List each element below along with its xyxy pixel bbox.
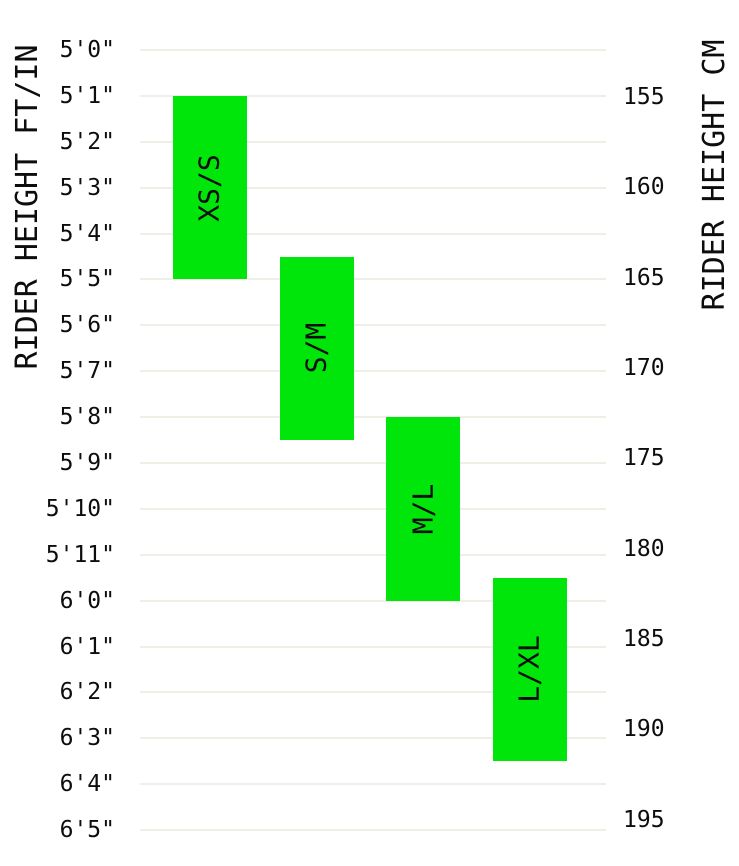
left-tick-label: 6'2" — [59, 679, 115, 706]
right-tick-label: 175 — [623, 445, 665, 472]
right-tick-label: 155 — [623, 84, 665, 110]
left-tick-label: 5'3" — [59, 174, 115, 201]
right-tick-label: 170 — [623, 354, 665, 381]
left-tick-label: 6'0" — [59, 587, 115, 614]
right-tick-label: 160 — [623, 174, 665, 201]
left-tick-label: 5'4" — [59, 220, 115, 247]
gridline — [140, 553, 606, 556]
right-tick-label: 185 — [623, 625, 665, 652]
gridline — [140, 461, 606, 464]
left-tick-label: 5'2" — [59, 128, 115, 155]
size-bar-l-xl: L/XL — [492, 577, 567, 762]
left-tick-label: 5'0" — [59, 37, 115, 63]
size-bar-m-l: M/L — [386, 417, 460, 601]
right-tick-label: 165 — [623, 264, 665, 291]
gridline — [140, 416, 606, 419]
left-tick-label: 6'3" — [59, 725, 115, 752]
left-tick-label: 5'9" — [59, 449, 115, 476]
left-tick-label: 5'5" — [59, 266, 115, 293]
size-bar-label: M/L — [405, 483, 439, 535]
left-tick-label: 5'6" — [59, 312, 115, 339]
left-tick-label: 6'1" — [59, 633, 115, 660]
left-tick-label: 6'4" — [59, 771, 115, 798]
size-bar-label: L/XL — [512, 635, 546, 704]
gridline — [140, 232, 606, 235]
gridline — [140, 94, 606, 97]
gridline — [140, 278, 606, 281]
right-tick-label: 190 — [623, 716, 665, 743]
right-tick-label: 195 — [623, 806, 665, 833]
left-tick-label: 5'11" — [45, 541, 115, 568]
left-tick-label: 6'5" — [59, 817, 115, 843]
gridline — [140, 507, 606, 510]
right-axis-title: RIDER HEIGHT CM — [697, 39, 732, 311]
gridline — [140, 645, 606, 648]
size-bar-label: XS/S — [193, 153, 226, 222]
right-tick-label: 180 — [623, 535, 665, 562]
gridline — [140, 691, 606, 694]
size-bar-label: S/M — [299, 322, 333, 374]
size-bar-s-m: S/M — [279, 256, 354, 440]
gridline — [140, 829, 606, 831]
gridline — [140, 324, 606, 327]
left-tick-label: 5'1" — [59, 82, 115, 109]
left-tick-label: 5'7" — [59, 358, 115, 385]
size-bar-xs-s: XS/S — [173, 95, 247, 280]
gridline — [140, 140, 606, 143]
gridline — [140, 370, 606, 373]
gridline — [140, 737, 606, 740]
gridline — [140, 599, 606, 602]
left-tick-label: 5'8" — [59, 404, 115, 431]
gridline — [140, 49, 606, 51]
gridline — [140, 783, 606, 786]
left-tick-label: 5'10" — [45, 495, 115, 522]
gridline — [140, 186, 606, 189]
